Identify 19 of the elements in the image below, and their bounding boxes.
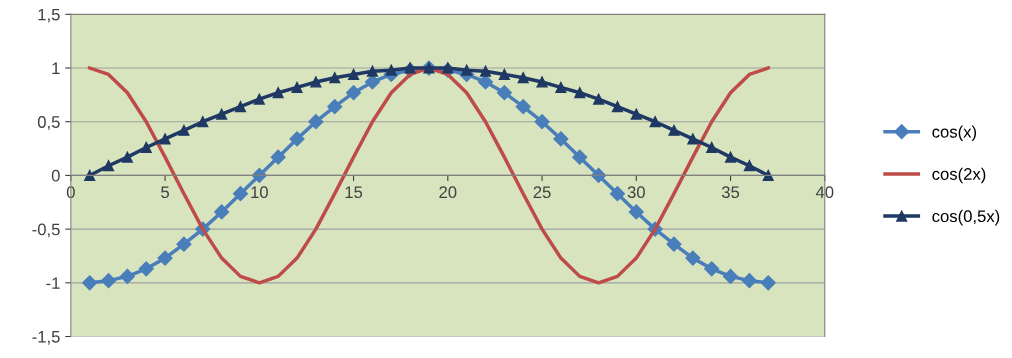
x-tick-label: 30 xyxy=(627,186,645,199)
x-tick-label: 0 xyxy=(66,186,75,199)
x-tick-label: 20 xyxy=(439,186,457,199)
y-tick-label: -1 xyxy=(46,277,60,289)
legend-label: cos(2x) xyxy=(932,167,986,184)
x-tick-label: 35 xyxy=(721,186,740,199)
x-tick-label: 10 xyxy=(251,186,268,199)
legend-label: cos(0,5x) xyxy=(932,209,1000,226)
x-tick-label: 15 xyxy=(345,186,363,199)
x-tick-label: 25 xyxy=(533,186,551,199)
legend-label: cos(x) xyxy=(932,125,977,141)
y-tick-label: 1 xyxy=(52,62,60,75)
x-tick-label: 5 xyxy=(161,186,170,199)
y-tick-label: 0,5 xyxy=(37,116,60,130)
y-tick-label: -0,5 xyxy=(32,223,60,238)
y-tick-label: 0 xyxy=(51,169,60,182)
x-tick-label: 40 xyxy=(815,186,834,199)
y-tick-label: -1,5 xyxy=(32,331,60,345)
y-tick-label: 1,5 xyxy=(38,8,60,23)
